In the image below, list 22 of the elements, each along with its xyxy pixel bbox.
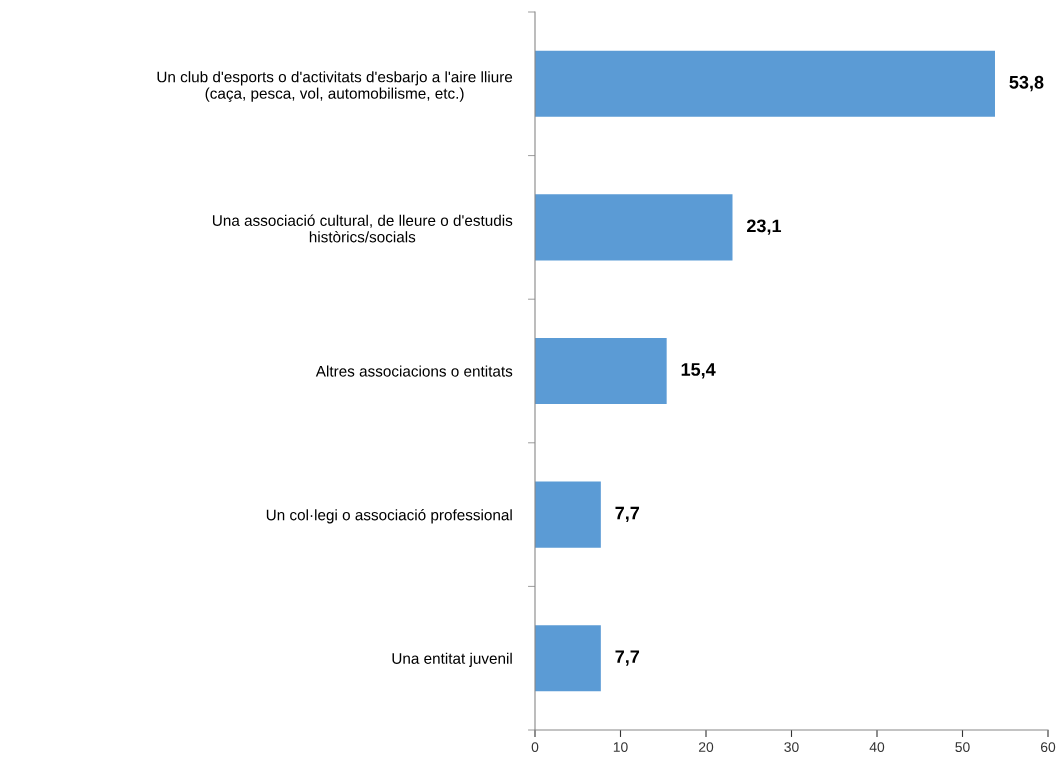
bar bbox=[535, 50, 995, 117]
x-tick-label: 0 bbox=[531, 742, 539, 753]
bar bbox=[535, 194, 733, 261]
x-tick-label: 50 bbox=[955, 742, 970, 753]
y-tick-label: Altres associacions o entitats bbox=[315, 365, 513, 377]
x-tick-label: 30 bbox=[784, 742, 799, 753]
y-tick-label: Una entitat juvenil bbox=[392, 652, 512, 667]
data-label: 7,7 bbox=[615, 650, 640, 666]
data-label: 23,1 bbox=[747, 219, 782, 235]
y-tick-label: Un club d'esports o d'activitats d'esbarjo a l'aire lliure (caça, pesca, vol, automobilisme, etc.) bbox=[157, 71, 513, 102]
x-tick-label: 10 bbox=[613, 742, 628, 753]
x-tick-label: 60 bbox=[1040, 742, 1056, 753]
data-label: 15,4 bbox=[681, 363, 716, 379]
x-tick-label: 20 bbox=[698, 742, 714, 753]
x-tick-label: 40 bbox=[869, 742, 885, 753]
y-tick-label: Un col·legi o associació professional bbox=[266, 508, 512, 524]
bar bbox=[535, 337, 667, 405]
bar bbox=[535, 625, 601, 692]
bar bbox=[535, 481, 601, 548]
data-label: 53,8 bbox=[1009, 75, 1044, 92]
data-label: 7,7 bbox=[615, 506, 640, 523]
y-tick-label: Una associació cultural, de lleure o d'estudis històrics/socials bbox=[212, 214, 513, 243]
